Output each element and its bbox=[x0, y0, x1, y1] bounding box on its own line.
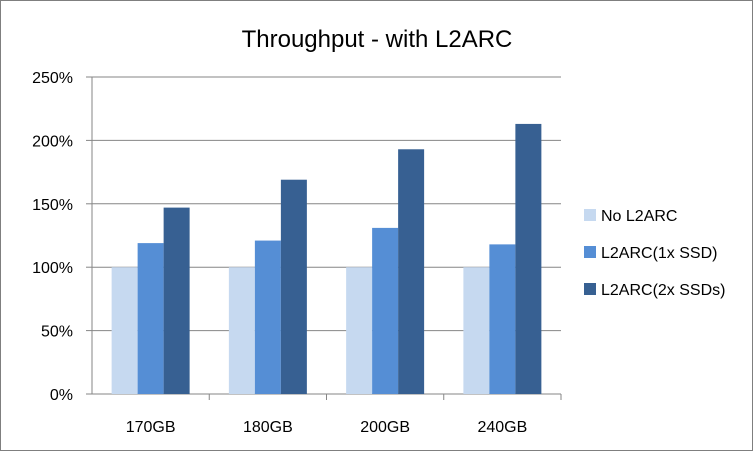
bar bbox=[463, 267, 490, 394]
bar bbox=[280, 179, 307, 394]
legend-label: No L2ARC bbox=[601, 208, 677, 225]
x-tick-label: 240GB bbox=[477, 419, 527, 436]
y-tick-label: 200% bbox=[32, 133, 73, 150]
x-axis-ticks: 170GB 180GB 200GB 240GB bbox=[126, 394, 562, 436]
bar bbox=[346, 267, 373, 394]
legend-swatch bbox=[584, 246, 596, 258]
bar bbox=[228, 267, 255, 394]
bar bbox=[372, 227, 399, 394]
bar bbox=[398, 149, 425, 394]
bar bbox=[111, 267, 138, 394]
bar bbox=[254, 240, 281, 394]
y-tick-label: 100% bbox=[32, 260, 73, 277]
x-tick-label: 200GB bbox=[360, 419, 410, 436]
y-tick-label: 250% bbox=[32, 70, 73, 87]
bar bbox=[489, 244, 516, 394]
y-tick-label: 50% bbox=[41, 324, 73, 341]
legend-label: L2ARC(2x SSDs) bbox=[601, 282, 725, 299]
legend-label: L2ARC(1x SSD) bbox=[601, 245, 717, 262]
y-axis-ticks: 0% 50% 100% 150% 200% 250% bbox=[32, 70, 92, 404]
y-tick-label: 0% bbox=[50, 387, 73, 404]
legend-swatch bbox=[584, 209, 596, 221]
legend: No L2ARC L2ARC(1x SSD) L2ARC(2x SSDs) bbox=[584, 208, 725, 299]
x-tick-label: 170GB bbox=[126, 419, 176, 436]
bars bbox=[111, 123, 542, 394]
bar bbox=[163, 207, 190, 394]
chart-title: Throughput - with L2ARC bbox=[242, 26, 513, 53]
x-tick-label: 180GB bbox=[243, 419, 293, 436]
y-tick-label: 150% bbox=[32, 197, 73, 214]
bar bbox=[515, 123, 542, 394]
legend-swatch bbox=[584, 283, 596, 295]
bar bbox=[137, 243, 164, 394]
